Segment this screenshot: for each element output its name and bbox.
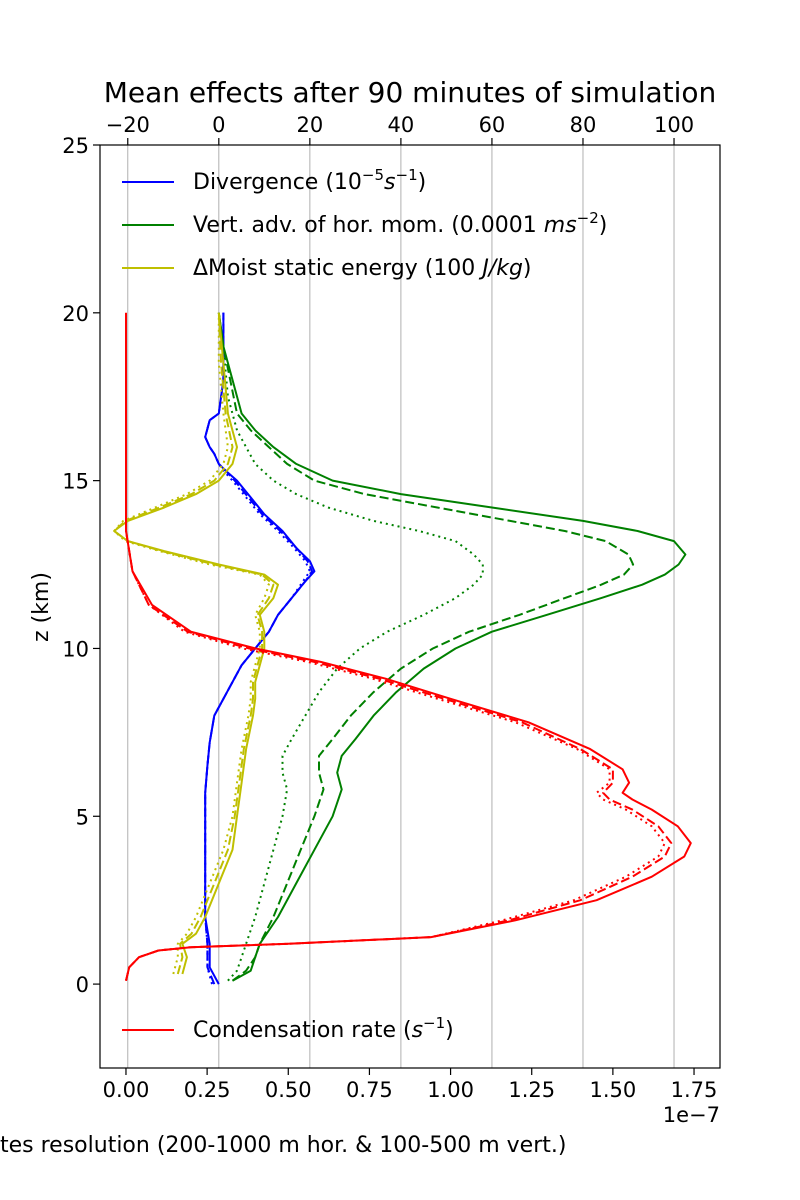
legend-bottom: Condensation rate (s−1) (122, 1014, 454, 1043)
series-line-mse_dotted (113, 312, 270, 975)
series-line-vertadv_dotted (217, 312, 484, 982)
bottom-tick-label: 1.75 (671, 1078, 718, 1102)
bottom-tick-label: 0.75 (346, 1078, 393, 1102)
top-tick-label: 100 (654, 113, 694, 137)
legend-label: Divergence (10−5s−1) (193, 166, 426, 195)
y-tick-label: 5 (76, 805, 89, 829)
bottom-tick-label: 1.25 (508, 1078, 555, 1102)
y-tick-label: 0 (76, 973, 89, 997)
y-tick-label: 15 (62, 470, 89, 494)
x-axis-label: tes resolution (200-1000 m hor. & 100-50… (0, 1133, 566, 1158)
y-tick-label: 25 (62, 134, 89, 158)
series-line-condensation_dashed (125, 312, 673, 981)
series-line-mse_dashed (113, 312, 275, 975)
legend-label: ΔMoist static energy (100 J/kg) (193, 256, 532, 281)
ticks-layer: −20 0 20 40 60 80 1000.00 0.25 0.50 0.75 1.00 1.25 1… (62, 113, 717, 1102)
bottom-tick-label: 0.50 (265, 1078, 312, 1102)
top-tick-label: 0 (212, 113, 225, 137)
y-tick-label: 10 (62, 637, 89, 661)
series-line-vertadv_dashed (217, 312, 635, 982)
legend-label: Vert. adv. of hor. mom. (0.0001 ms−2) (193, 209, 607, 238)
series-layer (113, 312, 692, 985)
chart-title: Mean effects after 90 minutes of simulat… (104, 76, 717, 109)
top-tick-label: 60 (479, 113, 506, 137)
series-line-condensation_solid (125, 312, 692, 981)
top-tick-label: 40 (388, 113, 415, 137)
series-line-vertadv_solid (217, 312, 687, 982)
top-tick-label: 20 (296, 113, 323, 137)
series-line-condensation_dotted (125, 312, 666, 981)
bottom-tick-label: 0.25 (184, 1078, 231, 1102)
offset-text: 1e−7 (663, 1103, 720, 1127)
y-axis-label: z (km) (29, 572, 54, 642)
top-tick-label: −20 (106, 113, 150, 137)
legend-top: Divergence (10−5s−1) Vert. adv. of hor. m… (122, 166, 607, 281)
bottom-tick-label: 1.00 (427, 1078, 474, 1102)
legend-label: Condensation rate (s−1) (193, 1014, 454, 1043)
series-line-divergence_dotted (204, 312, 311, 985)
bottom-tick-label: 1.50 (589, 1078, 636, 1102)
series-line-mse_solid (113, 312, 279, 975)
plot-frame (99, 144, 721, 1069)
y-tick-label: 20 (62, 302, 89, 326)
grid-layer (127, 145, 675, 1068)
top-tick-label: 80 (570, 113, 597, 137)
bottom-tick-label: 0.00 (103, 1078, 150, 1102)
